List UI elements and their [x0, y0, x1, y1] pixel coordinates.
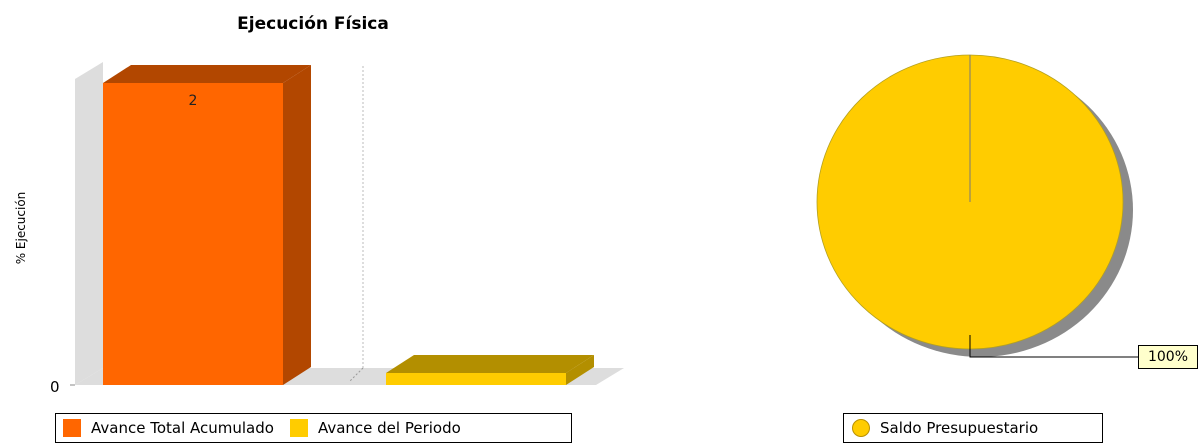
pie-slice-label: 100%: [1138, 345, 1198, 369]
bar-chart-title: Ejecución Física: [237, 14, 389, 34]
legend-item: Avance del Periodo: [289, 419, 461, 437]
legend-swatch: [289, 419, 308, 437]
legend-swatch: [63, 419, 81, 437]
bar-plot-gridline: [348, 367, 364, 383]
legend-label: Saldo Presupuestario: [880, 419, 1039, 437]
bar-data-label: 2: [189, 93, 198, 109]
legend-label: Avance Total Acumulado: [91, 419, 274, 437]
bar-side: [283, 65, 311, 385]
pie-label-leader: [969, 335, 1138, 358]
bar-plot-back-wall: [75, 62, 103, 385]
legend-label: Avance del Periodo: [317, 419, 461, 437]
bar-front: [103, 83, 283, 385]
bar-legend: Avance Total Acumulado Avance del Period…: [55, 413, 572, 443]
legend-item: Saldo Presupuestario: [852, 419, 1038, 437]
bar-y-tick-label: 0: [50, 378, 60, 396]
bar-top: [386, 355, 594, 373]
bar-front: [386, 373, 566, 385]
legend-item: Avance Total Acumulado: [63, 419, 274, 437]
legend-swatch: [852, 419, 870, 437]
bar-top: [103, 65, 311, 83]
bar-side: [566, 355, 594, 385]
pie-legend: Saldo Presupuestario: [843, 413, 1103, 443]
